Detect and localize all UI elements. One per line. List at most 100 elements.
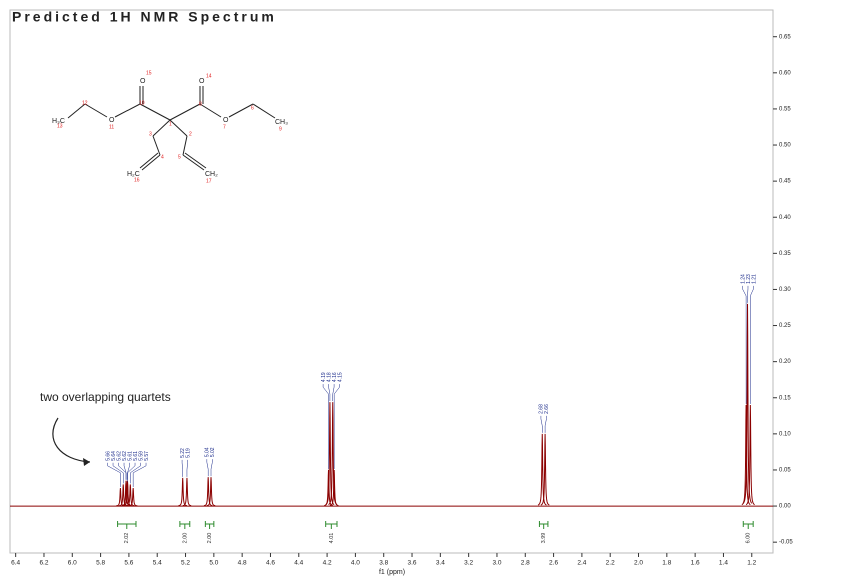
atom-number: 12 [82, 100, 88, 106]
x-tick-label: 2.0 [634, 560, 643, 567]
peak-label-leader [750, 285, 754, 404]
peak-label-leader [132, 462, 147, 488]
peak-label: 5.19 [185, 448, 191, 458]
peak-label: 2.66 [544, 404, 550, 414]
x-tick-label: 4.2 [323, 560, 332, 567]
peak-label: 5.61 [133, 451, 139, 461]
annotation-arrow [52, 417, 91, 463]
peak-label-leader [328, 384, 331, 402]
peak-label-leader [540, 415, 543, 433]
y-tick-label: 0.45 [779, 179, 791, 185]
peak-label: 5.61 [127, 451, 133, 461]
x-tick-label: 5.4 [153, 560, 162, 567]
y-tick-label: 0.05 [779, 468, 791, 474]
y-tick-label: 0.65 [779, 34, 791, 40]
x-tick-label: 2.8 [521, 560, 530, 567]
x-tick-label: 2.4 [577, 560, 586, 567]
y-tick-label: 0.30 [779, 287, 791, 293]
x-tick-label: 5.8 [96, 560, 105, 567]
atom-number: 11 [109, 124, 114, 130]
atom-number: 14 [206, 73, 212, 79]
peak [329, 469, 339, 507]
integral-label: 2.00 [207, 533, 213, 544]
atom-number: 9 [279, 126, 282, 132]
atom-number: 16 [134, 177, 140, 183]
integral-label: 2.00 [182, 533, 188, 544]
y-tick-label: 0.00 [779, 504, 791, 510]
y-tick-label: 0.15 [779, 395, 791, 401]
peak-label-leader [130, 462, 141, 484]
atom-label: O [109, 117, 115, 124]
y-tick-label: 0.10 [779, 431, 791, 437]
peak-label-leader [333, 384, 340, 469]
atom-number: 13 [57, 123, 63, 129]
peak-label: 1.21 [751, 274, 757, 284]
peak-label: 5.62 [122, 451, 128, 461]
peak-label: 5.64 [111, 451, 117, 461]
integral [179, 521, 191, 529]
atom-number: 3 [149, 131, 152, 137]
atom-label: CH₃ [275, 119, 288, 126]
peak [537, 433, 547, 506]
x-tick-label: 6.0 [68, 560, 77, 567]
peak [745, 404, 755, 506]
atom-number: 15 [146, 70, 152, 76]
atom-label: H₂C [127, 171, 140, 178]
peak-label: 5.62 [116, 451, 122, 461]
y-tick-label: 0.60 [779, 70, 791, 76]
peak-label: 5.22 [180, 448, 186, 458]
peak-label-leader [210, 459, 213, 477]
x-tick-label: 5.0 [209, 560, 218, 567]
atom-number: 1 [169, 121, 172, 127]
peak [540, 433, 550, 506]
x-tick-label: 3.6 [408, 560, 417, 567]
atom-label: CH₂ [205, 171, 218, 178]
x-tick-label: 4.6 [266, 560, 275, 567]
x-tick-label: 6.4 [11, 560, 20, 567]
peak-label: 5.59 [138, 451, 144, 461]
peak-label-leader [544, 415, 547, 433]
peak [126, 484, 135, 507]
x-tick-label: 3.0 [492, 560, 501, 567]
x-tick-label: 1.4 [719, 560, 728, 567]
plot-frame [9, 9, 774, 554]
x-tick-label: 5.6 [124, 560, 133, 567]
peak-label: 4.15 [337, 372, 343, 382]
y-tick-label: 0.35 [779, 251, 791, 257]
peak [128, 487, 138, 507]
peak-label: 1.24 [740, 274, 746, 284]
peak-label-leader [181, 459, 183, 477]
x-tick-label: 2.2 [606, 560, 615, 567]
atom-number: 17 [206, 178, 212, 184]
atom-number: 4 [161, 154, 164, 160]
x-tick-label: 2.6 [549, 560, 558, 567]
integral [742, 521, 754, 529]
x-axis-label: f1 (ppm) [379, 569, 405, 576]
atom-number: 7 [223, 124, 226, 130]
peak-label-leader [206, 459, 209, 477]
integral [325, 521, 338, 529]
atom-number: 10 [139, 100, 145, 106]
peak [182, 477, 192, 507]
peak-label-leader [107, 462, 121, 488]
peak-label-leader [127, 462, 136, 482]
peak [178, 477, 188, 507]
peak-label: 5.04 [205, 447, 211, 457]
peak [203, 477, 213, 507]
integral-label: 4.01 [329, 533, 335, 544]
peak-label: 5.66 [105, 451, 111, 461]
x-tick-label: 1.6 [691, 560, 700, 567]
y-tick-label: 0.50 [779, 143, 791, 149]
peak-label-leader [112, 462, 124, 484]
integral-label: 3.99 [541, 533, 547, 544]
x-tick-label: 3.2 [464, 560, 473, 567]
atom-label: O [140, 78, 146, 85]
annotation: two overlapping quartets [40, 390, 171, 404]
peak [206, 477, 216, 507]
atom-label: O [199, 78, 205, 85]
x-tick-label: 3.4 [436, 560, 445, 567]
atom-number: 5 [178, 154, 181, 160]
x-tick-label: 4.4 [294, 560, 303, 567]
integral-label: 6.00 [746, 533, 752, 544]
